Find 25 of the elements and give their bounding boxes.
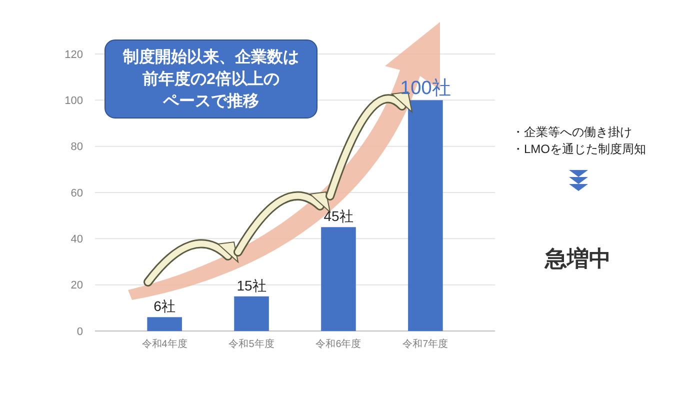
annotation: 制度開始以来、企業数は [122, 47, 299, 66]
annotation: ペースで推移 [162, 92, 259, 110]
bar [234, 296, 269, 331]
bar [408, 100, 443, 331]
text: ・企業等への働き掛け [512, 125, 632, 139]
x-tick-label: 令和7年度 [402, 338, 448, 350]
y-tick-label: 100 [64, 95, 83, 108]
text: ・LMOを通じた制度周知 [512, 142, 646, 156]
x-tick-label: 令和4年度 [142, 338, 188, 350]
data-label: 45社 [324, 208, 354, 224]
bar [321, 227, 356, 331]
text: 急増中 [544, 246, 611, 271]
annotation: 前年度の2倍以上の [142, 69, 280, 88]
x-tick-label: 令和5年度 [228, 338, 274, 350]
y-tick-label: 80 [70, 141, 83, 154]
bar [147, 317, 182, 331]
y-tick-label: 20 [70, 280, 83, 292]
y-tick-label: 120 [64, 48, 83, 61]
y-tick-label: 0 [76, 326, 83, 338]
data-label: 100社 [400, 78, 451, 100]
y-tick-label: 40 [70, 234, 83, 246]
data-label: 15社 [236, 277, 266, 294]
x-tick-label: 令和6年度 [316, 338, 362, 350]
data-label: 6社 [154, 298, 176, 314]
y-tick-label: 60 [70, 187, 83, 200]
